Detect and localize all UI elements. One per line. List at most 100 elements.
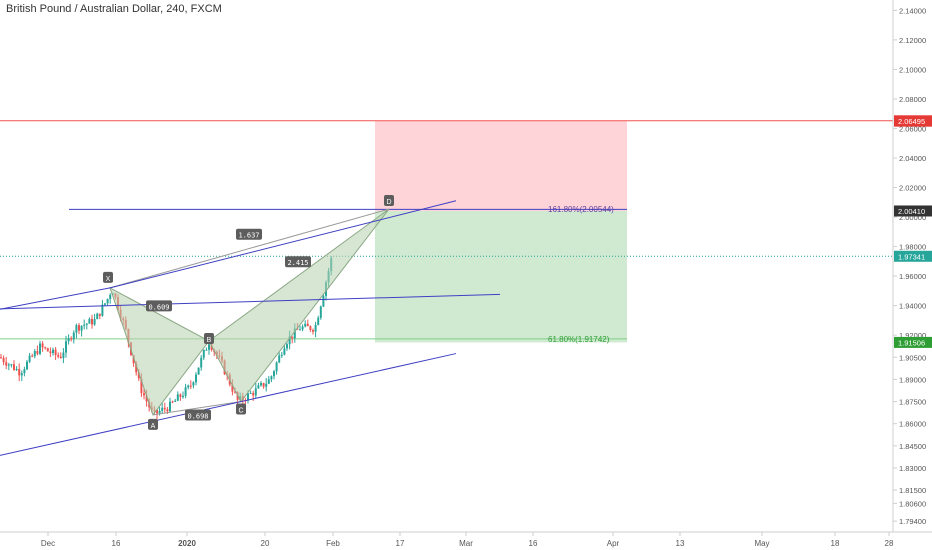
ratio-bg: [146, 300, 172, 312]
candle-body: [163, 407, 166, 410]
ratio-xd: 1.637: [236, 228, 262, 240]
candle-body: [13, 364, 15, 370]
ratio-text: 0.698: [187, 413, 208, 421]
candle: [13, 360, 15, 371]
y-tick-label: 2.00000: [899, 213, 926, 222]
candle-body: [202, 349, 205, 358]
time-axis[interactable]: Dec 16 2020 20 Feb 17 Mar 16 Apr 13 May 18 28: [0, 531, 932, 548]
candle-body: [31, 355, 34, 357]
candle-body: [80, 325, 83, 331]
ratio-text: 0.609: [148, 303, 169, 311]
candle-body: [49, 351, 52, 354]
candle: [312, 328, 314, 335]
candle: [174, 398, 177, 403]
candle: [265, 377, 268, 392]
candle-body: [184, 387, 187, 396]
point-b-tag: B: [204, 333, 214, 345]
candle: [163, 402, 166, 414]
candle-body: [179, 394, 182, 397]
candle-body: [319, 306, 322, 318]
y-tick-label: 1.83000: [899, 464, 926, 473]
candle: [286, 342, 288, 351]
candle: [54, 347, 57, 360]
candle: [44, 346, 47, 350]
x-tick-label: Apr: [607, 539, 620, 548]
candle-body: [166, 409, 169, 412]
price-label-text: 2.00410: [898, 207, 925, 216]
candle: [322, 293, 325, 308]
price-label-text: 2.06495: [898, 117, 925, 126]
price-label: 2.06495: [894, 115, 932, 127]
candle-body: [158, 410, 161, 414]
candle: [96, 312, 99, 320]
candle-body: [54, 349, 57, 356]
candle-body: [234, 391, 236, 393]
pattern-labels: 161.80%(2.00544) 61.80%(1.91742) X A B C D 0.60…: [103, 195, 614, 430]
candle: [15, 366, 18, 371]
mid-trend-line: [0, 293, 501, 310]
y-tick-label: 1.90500: [899, 353, 926, 362]
trend-lines: [0, 200, 501, 456]
candle: [83, 319, 86, 330]
candle-body: [169, 401, 171, 412]
candle: [306, 319, 309, 327]
y-tick-label: 1.80600: [899, 499, 926, 508]
candle: [7, 362, 10, 371]
risk-zone: [375, 120, 627, 211]
y-tick-label: 1.86000: [899, 420, 926, 429]
candle: [262, 382, 265, 389]
candle: [18, 363, 21, 382]
candle-body: [273, 371, 275, 377]
candle-body: [0, 357, 2, 359]
candle-body: [18, 368, 21, 376]
ratio-text: 1.637: [238, 232, 259, 240]
candle: [176, 391, 179, 401]
candle-body: [85, 323, 88, 325]
candle-body: [260, 383, 262, 386]
upper-trend-line-left: [0, 287, 111, 310]
candle: [171, 400, 174, 404]
candle-body: [46, 348, 49, 352]
x-tick-label: 18: [831, 539, 840, 548]
candle-body: [275, 362, 278, 372]
candle-body: [75, 325, 78, 333]
candle: [28, 353, 31, 364]
y-tick-label: 1.87500: [899, 398, 926, 407]
upper-trend-line-right: [109, 200, 457, 289]
candle-body: [200, 357, 203, 368]
candle-body: [296, 328, 299, 330]
harmonic-pattern: [109, 208, 390, 416]
candle-body: [98, 313, 101, 316]
candle-body: [10, 364, 13, 366]
candle-body: [322, 295, 325, 307]
candle: [26, 360, 28, 371]
candle-body: [309, 326, 312, 330]
candle-body: [7, 364, 10, 366]
candle: [59, 352, 62, 359]
candle-body: [252, 392, 255, 396]
candle: [65, 335, 67, 358]
candle-body: [33, 351, 36, 357]
candle-body: [247, 393, 249, 401]
candle-body: [208, 344, 210, 350]
candle-body: [140, 378, 143, 394]
candle-body: [26, 361, 28, 370]
ac-line: [152, 401, 242, 416]
candle: [62, 348, 65, 364]
candle: [184, 383, 187, 399]
y-tick-label: 1.84500: [899, 442, 926, 451]
candle: [275, 361, 278, 375]
candle: [101, 299, 104, 317]
candle: [5, 356, 8, 370]
candle-body: [291, 336, 294, 339]
point-tag-bg: [103, 271, 113, 283]
candle: [93, 313, 96, 326]
candle-body: [70, 338, 73, 340]
candle-body: [189, 385, 192, 387]
candle-body: [44, 347, 47, 349]
bcd-triangle: [208, 208, 390, 403]
candle: [304, 320, 307, 328]
price-axis[interactable]: 2.14000 2.12000 2.10000 2.08000 2.06000 2.040…: [892, 0, 932, 550]
candle-body: [306, 323, 309, 327]
